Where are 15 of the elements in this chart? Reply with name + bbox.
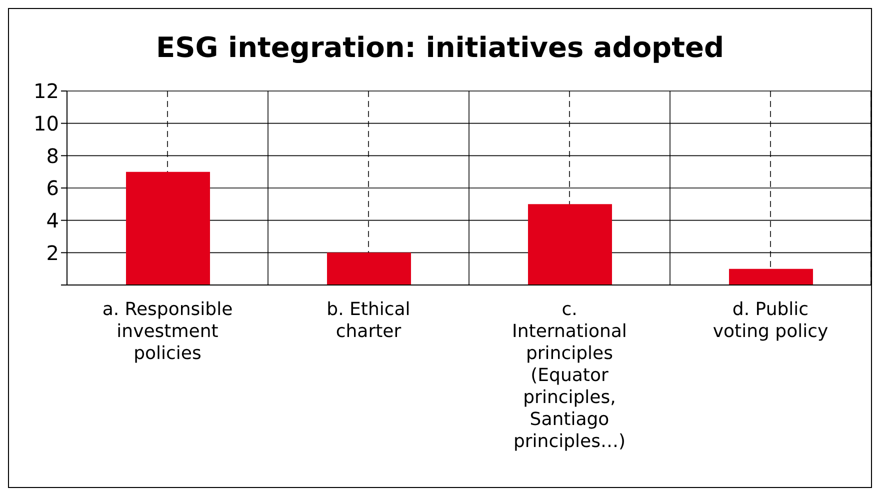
y-tick-label: 12	[34, 79, 59, 104]
bar	[327, 252, 411, 285]
y-tick-label: 10	[34, 111, 59, 136]
bar	[729, 268, 813, 285]
x-tick-label: d. Public voting policy	[712, 299, 828, 342]
x-tick-label: a. Responsible investment policies	[102, 299, 233, 364]
chart-title: ESG integration: initiatives adopted	[154, 31, 726, 64]
x-tick-label: c. International principles (Equator principles, Santiago principles…)	[512, 299, 627, 452]
y-tick-label: 4	[46, 208, 59, 232]
y-tick-label: 2	[46, 240, 59, 265]
bar	[528, 204, 612, 285]
bar	[126, 172, 210, 285]
y-tick-label: 8	[46, 144, 59, 168]
y-tick-label: 6	[46, 176, 59, 200]
x-tick-label: b. Ethical charter	[326, 299, 410, 342]
